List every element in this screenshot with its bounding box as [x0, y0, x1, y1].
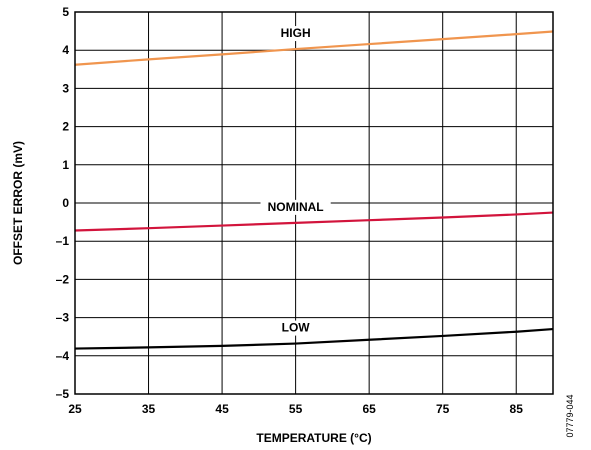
- x-axis-title: TEMPERATURE (°C): [256, 431, 371, 445]
- series-line-low: [74, 327, 554, 350]
- series-label-nominal: NOMINAL: [268, 200, 324, 214]
- y-tick-label: 4: [62, 43, 69, 57]
- y-tick-label: –4: [56, 349, 70, 363]
- y-tick-label: 2: [62, 120, 69, 134]
- y-axis-title: OFFSET ERROR (mV): [11, 141, 25, 265]
- y-tick-label: 1: [62, 158, 69, 172]
- series-line-high: [74, 30, 554, 66]
- y-tick-label: 0: [62, 196, 69, 210]
- series-labels: HIGH NOMINAL LOW: [260, 26, 331, 336]
- x-tick-label: 55: [289, 402, 303, 416]
- series-lines: [74, 30, 554, 350]
- plot-frame: [74, 11, 554, 395]
- series-label-low: LOW: [282, 321, 311, 335]
- series-label-bg: [260, 199, 331, 215]
- y-tick-label: –1: [56, 234, 70, 248]
- x-tick-label: 85: [510, 402, 524, 416]
- x-tick-label: 35: [142, 402, 156, 416]
- x-tick-labels: 25 35 45 55 65 75 85: [68, 402, 523, 416]
- x-tick-label: 25: [68, 402, 82, 416]
- y-tick-label: 5: [62, 5, 69, 19]
- y-tick-label: –5: [56, 387, 70, 401]
- x-tick-label: 75: [436, 402, 450, 416]
- y-tick-label: 3: [62, 81, 69, 95]
- series-label-bg: [273, 26, 318, 42]
- series-line-nominal: [74, 211, 554, 232]
- y-tick-label: –3: [56, 311, 70, 325]
- y-tick-label: –2: [56, 272, 70, 286]
- series-label-high: HIGH: [281, 26, 311, 40]
- x-tick-label: 45: [215, 402, 229, 416]
- figure-id: 07779-044: [565, 394, 575, 437]
- series-label-bg: [277, 320, 314, 336]
- y-tick-labels: 5 4 3 2 1 0 –1 –2 –3 –4 –5: [56, 5, 70, 401]
- x-tick-label: 65: [362, 402, 376, 416]
